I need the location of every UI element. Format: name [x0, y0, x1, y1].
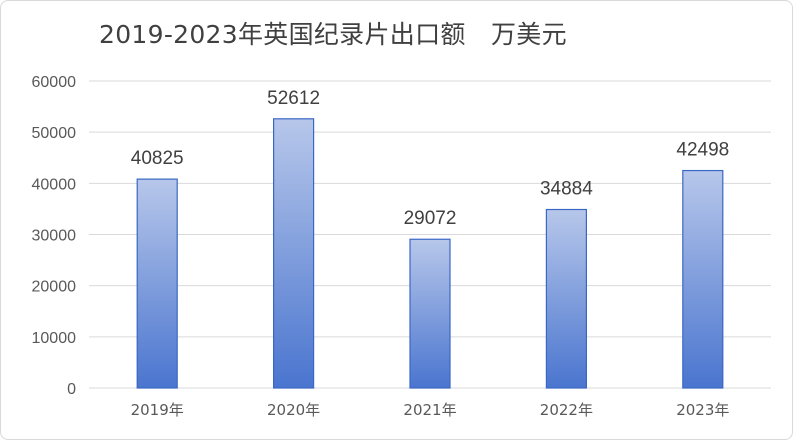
- bar: [409, 238, 451, 389]
- y-tick-label: 10000: [32, 330, 77, 347]
- y-tick-label: 30000: [32, 228, 77, 245]
- data-labels: 40825 52612 29072 34884 42498: [131, 88, 729, 229]
- y-tick-label: 0: [67, 381, 76, 398]
- y-axis-ticks: 0 10000 20000 30000 40000 50000 60000: [32, 74, 77, 398]
- data-label: 52612: [267, 88, 320, 109]
- chart-title: 2019-2023年英国纪录片出口额 万美元: [99, 20, 567, 49]
- x-axis-ticks: 2019年 2020年 2021年 2022年 2023年: [131, 401, 730, 419]
- data-label: 40825: [131, 148, 184, 169]
- bar: [545, 208, 588, 389]
- data-label: 42498: [676, 140, 729, 161]
- y-tick-label: 20000: [32, 279, 77, 296]
- x-tick-label: 2021年: [403, 401, 456, 419]
- bar: [273, 118, 315, 389]
- bar: [682, 169, 724, 389]
- y-tick-label: 40000: [32, 176, 77, 193]
- x-tick-label: 2023年: [676, 401, 729, 419]
- x-tick-label: 2022年: [540, 401, 593, 419]
- bars: [136, 118, 724, 389]
- data-label: 29072: [404, 208, 457, 229]
- y-tick-label: 50000: [32, 125, 77, 142]
- x-tick-label: 2019年: [131, 401, 184, 419]
- y-tick-label: 60000: [32, 74, 77, 91]
- x-tick-label: 2020年: [267, 401, 320, 419]
- bar: [136, 178, 178, 389]
- data-label: 34884: [540, 179, 593, 200]
